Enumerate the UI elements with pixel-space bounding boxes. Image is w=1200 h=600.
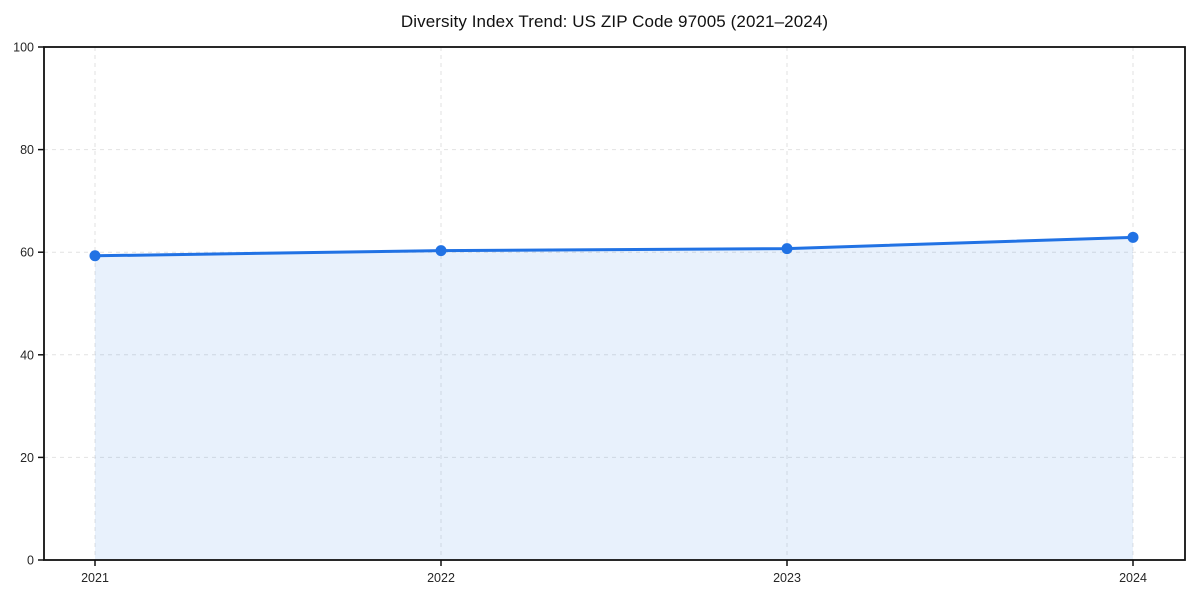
y-tick-label: 40 <box>20 348 34 362</box>
data-point-2022 <box>435 245 447 257</box>
chart-title: Diversity Index Trend: US ZIP Code 97005… <box>400 12 829 31</box>
y-tick-label: 80 <box>20 143 34 157</box>
data-point-2021 <box>89 250 101 262</box>
x-tick-label: 2023 <box>773 571 801 585</box>
y-tick-label: 60 <box>20 246 34 260</box>
y-tick-label: 0 <box>27 554 34 568</box>
data-point-2024 <box>1127 231 1139 243</box>
series-line <box>93 235 1135 258</box>
plot-frame <box>43 46 1186 561</box>
x-tick-label: 2022 <box>427 571 455 585</box>
y-tick-label: 100 <box>13 41 34 55</box>
y-tick-label: 20 <box>20 451 34 465</box>
x-tick-label: 2021 <box>81 571 109 585</box>
area-fill <box>95 237 1133 560</box>
data-point-2023 <box>781 243 793 255</box>
x-tick-label: 2024 <box>1119 571 1147 585</box>
